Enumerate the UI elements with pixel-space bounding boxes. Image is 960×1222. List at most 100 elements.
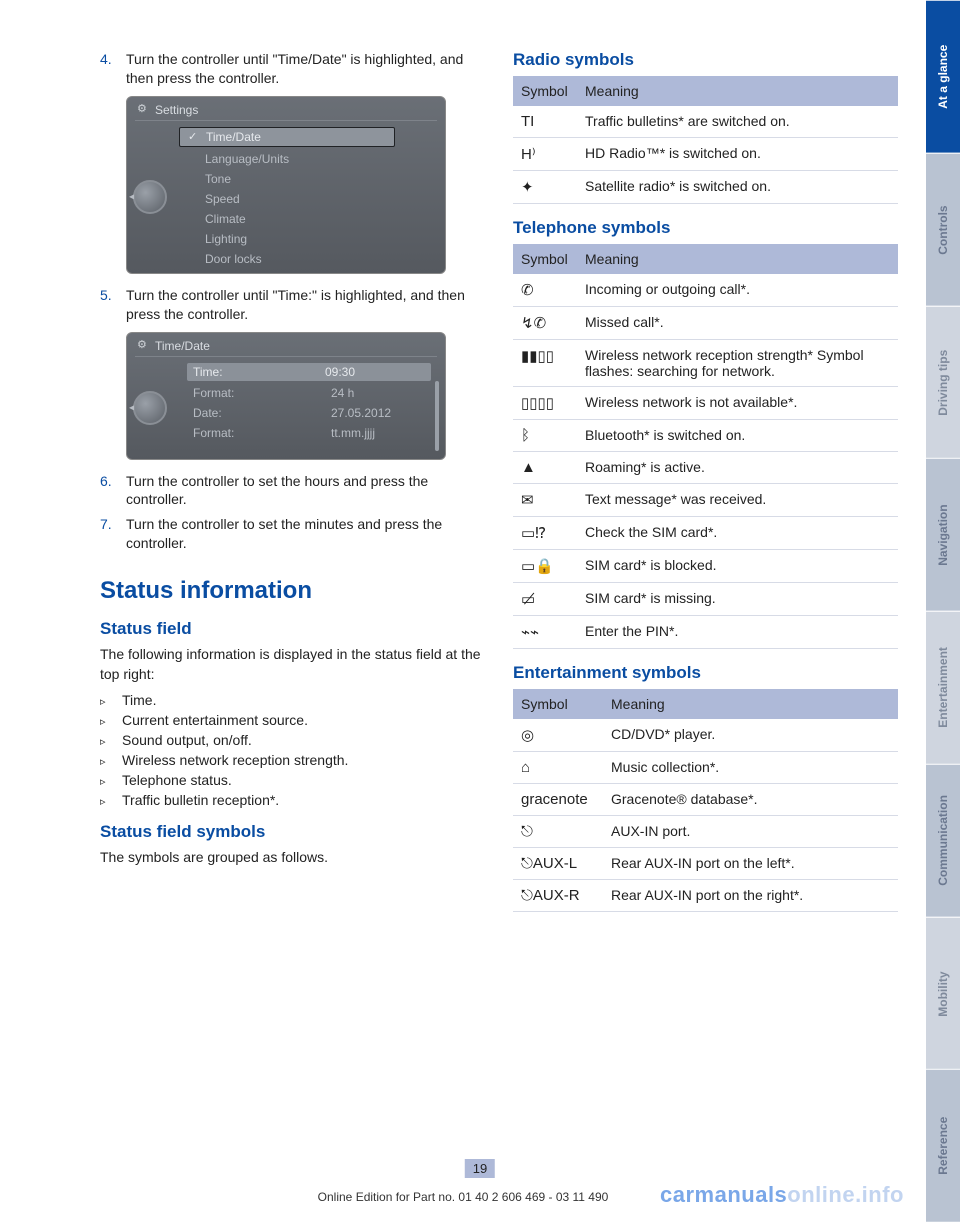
symbol-text: Text message* was received. bbox=[577, 484, 898, 517]
step-text: Turn the controller until "Time:" is hig… bbox=[126, 286, 485, 324]
bullet-item: Traffic bulletin reception*. bbox=[100, 792, 485, 808]
th-symbol: Symbol bbox=[513, 76, 577, 106]
bullet-item: Wireless network reception strength. bbox=[100, 752, 485, 768]
section-heading: Status information bbox=[100, 577, 485, 605]
screenshot-title: Settings bbox=[127, 97, 445, 120]
symbol-text: AUX-IN port. bbox=[603, 816, 898, 848]
step-text: Turn the controller to set the minutes a… bbox=[126, 515, 485, 553]
controller-knob-icon bbox=[133, 180, 167, 214]
bullet-item: Telephone status. bbox=[100, 772, 485, 788]
menu-item: Door locks bbox=[173, 249, 445, 269]
tab-at-a-glance[interactable]: At a glance bbox=[926, 0, 960, 153]
radio-symbols-table: SymbolMeaning TITraffic bulletins* are s… bbox=[513, 76, 898, 204]
symbol-text: Bluetooth* is switched on. bbox=[577, 420, 898, 452]
right-column: Radio symbols SymbolMeaning TITraffic bu… bbox=[513, 50, 898, 1182]
format-row: Format: 24 h bbox=[173, 383, 445, 403]
th-meaning: Meaning bbox=[577, 76, 898, 106]
time-row: Time: 09:30 bbox=[187, 363, 431, 381]
intro-text: The following information is displayed i… bbox=[100, 645, 485, 684]
subsection-heading: Telephone symbols bbox=[513, 218, 898, 238]
signal-icon: ▮▮▯▯ bbox=[513, 340, 577, 387]
subsection-heading: Entertainment symbols bbox=[513, 663, 898, 683]
th-meaning: Meaning bbox=[577, 244, 898, 274]
tab-controls[interactable]: Controls bbox=[926, 153, 960, 306]
symbol-text: Roaming* is active. bbox=[577, 452, 898, 484]
symbol-text: Rear AUX-IN port on the right*. bbox=[603, 880, 898, 912]
symbol-text: SIM card* is missing. bbox=[577, 583, 898, 616]
screenshot-time-date: Time/Date Time: 09:30 Format: 24 h bbox=[126, 332, 446, 460]
roaming-icon: ▲ bbox=[513, 452, 577, 484]
aux-r-icon: ⎋AUX-R bbox=[513, 880, 603, 912]
symbol-icon: TI bbox=[513, 106, 577, 138]
menu-item: Language/Units bbox=[173, 149, 445, 169]
tab-entertainment[interactable]: Entertainment bbox=[926, 611, 960, 764]
aux-icon: ⎋ bbox=[513, 816, 603, 848]
symbol-text: Traffic bulletins* are switched on. bbox=[577, 106, 898, 138]
entertainment-symbols-table: SymbolMeaning ◎CD/DVD* player. ⌂Music co… bbox=[513, 689, 898, 912]
bullet-item: Time. bbox=[100, 692, 485, 708]
gracenote-icon: gracenote bbox=[513, 784, 603, 816]
scrollbar-icon bbox=[435, 381, 439, 451]
sim-check-icon: ▭⁉ bbox=[513, 517, 577, 550]
symbol-text: Music collection*. bbox=[603, 752, 898, 784]
step-6: 6. Turn the controller to set the hours … bbox=[100, 472, 485, 510]
format2-row: Format: tt.mm.jjjj bbox=[173, 423, 445, 443]
symbol-text: Gracenote® database*. bbox=[603, 784, 898, 816]
bluetooth-icon: ᛒ bbox=[513, 420, 577, 452]
step-number: 6. bbox=[100, 472, 126, 510]
symbol-text: Satellite radio* is switched on. bbox=[577, 171, 898, 204]
tab-mobility[interactable]: Mobility bbox=[926, 917, 960, 1070]
bullet-item: Current entertainment source. bbox=[100, 712, 485, 728]
tab-navigation[interactable]: Navigation bbox=[926, 458, 960, 611]
symbol-icon: H⁾ bbox=[513, 138, 577, 171]
cd-icon: ◎ bbox=[513, 719, 603, 752]
watermark: carmanualsonline.info bbox=[660, 1182, 904, 1208]
missed-call-icon: ↯✆ bbox=[513, 307, 577, 340]
menu-item-time-date: Time/Date bbox=[179, 127, 395, 147]
no-signal-icon: ▯▯▯▯ bbox=[513, 387, 577, 420]
th-meaning: Meaning bbox=[603, 689, 898, 719]
th-symbol: Symbol bbox=[513, 689, 603, 719]
step-5: 5. Turn the controller until "Time:" is … bbox=[100, 286, 485, 324]
th-symbol: Symbol bbox=[513, 244, 577, 274]
side-tabs: At a glance Controls Driving tips Naviga… bbox=[926, 0, 960, 1222]
step-text: Turn the controller to set the hours and… bbox=[126, 472, 485, 510]
menu-item: Lighting bbox=[173, 229, 445, 249]
bullet-item: Sound output, on/off. bbox=[100, 732, 485, 748]
step-number: 5. bbox=[100, 286, 126, 324]
aux-l-icon: ⎋AUX-L bbox=[513, 848, 603, 880]
sim-blocked-icon: ▭🔒 bbox=[513, 550, 577, 583]
subsection-heading: Status field symbols bbox=[100, 822, 485, 842]
menu-item: Speed bbox=[173, 189, 445, 209]
symbol-text: CD/DVD* player. bbox=[603, 719, 898, 752]
symbol-text: Incoming or outgoing call*. bbox=[577, 274, 898, 307]
symbol-text: Wireless network reception strength* Sym… bbox=[577, 340, 898, 387]
symbol-text: Missed call*. bbox=[577, 307, 898, 340]
symbol-text: Wireless network is not available*. bbox=[577, 387, 898, 420]
left-column: 4. Turn the controller until "Time/Date"… bbox=[100, 50, 485, 1182]
page-number: 19 bbox=[465, 1159, 495, 1178]
symbol-text: HD Radio™* is switched on. bbox=[577, 138, 898, 171]
symbol-icon: ✦ bbox=[513, 171, 577, 204]
tab-driving-tips[interactable]: Driving tips bbox=[926, 306, 960, 459]
controller-knob-icon bbox=[133, 391, 167, 425]
message-icon: ✉ bbox=[513, 484, 577, 517]
screenshot-title: Time/Date bbox=[127, 333, 445, 356]
step-7: 7. Turn the controller to set the minute… bbox=[100, 515, 485, 553]
step-text: Turn the controller until "Time/Date" is… bbox=[126, 50, 485, 88]
step-number: 7. bbox=[100, 515, 126, 553]
symbol-text: SIM card* is blocked. bbox=[577, 550, 898, 583]
symbol-text: Check the SIM card*. bbox=[577, 517, 898, 550]
step-number: 4. bbox=[100, 50, 126, 88]
phone-icon: ✆ bbox=[513, 274, 577, 307]
date-row: Date: 27.05.2012 bbox=[173, 403, 445, 423]
tab-reference[interactable]: Reference bbox=[926, 1069, 960, 1222]
music-icon: ⌂ bbox=[513, 752, 603, 784]
step-4: 4. Turn the controller until "Time/Date"… bbox=[100, 50, 485, 88]
tab-communication[interactable]: Communication bbox=[926, 764, 960, 917]
menu-item: Tone bbox=[173, 169, 445, 189]
symbol-text: Enter the PIN*. bbox=[577, 616, 898, 649]
pin-icon: ⌁⌁ bbox=[513, 616, 577, 649]
telephone-symbols-table: SymbolMeaning ✆Incoming or outgoing call… bbox=[513, 244, 898, 649]
screenshot-settings: Settings Time/Date Language/Units Tone S… bbox=[126, 96, 446, 274]
